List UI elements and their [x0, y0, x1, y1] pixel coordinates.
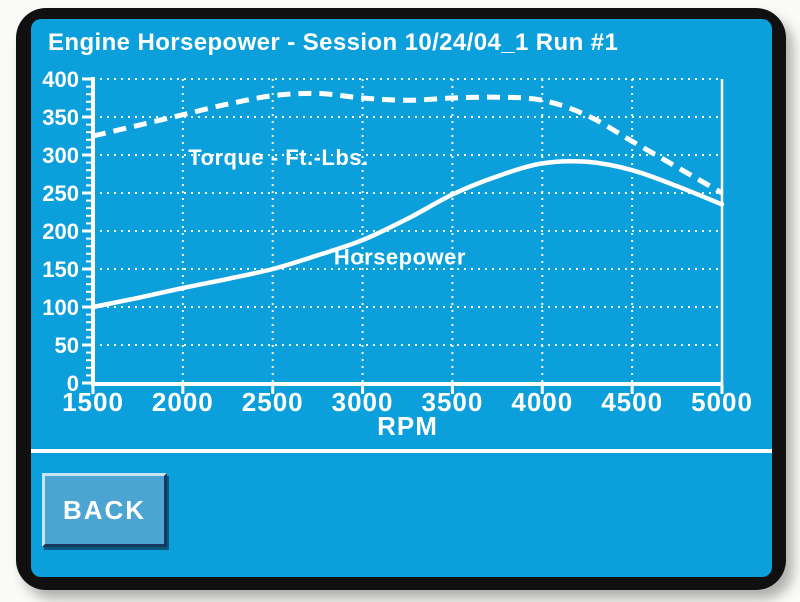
dyno-chart: 0 50 100 150 200 250 300 350 400 1500 2000 2500 3000… [42, 67, 753, 441]
svg-text:300: 300 [42, 143, 79, 168]
svg-text:350: 350 [42, 105, 79, 130]
svg-text:Horsepower: Horsepower [334, 244, 466, 269]
svg-text:0: 0 [67, 371, 79, 396]
svg-text:3500: 3500 [422, 387, 484, 417]
svg-text:100: 100 [42, 295, 79, 320]
svg-text:400: 400 [42, 67, 79, 92]
svg-text:250: 250 [42, 181, 79, 206]
svg-text:50: 50 [55, 333, 79, 358]
svg-text:2500: 2500 [242, 387, 304, 417]
svg-text:4000: 4000 [511, 387, 573, 417]
svg-text:1500: 1500 [62, 387, 124, 417]
device-bezel: Engine Horsepower - Session 10/24/04_1 R… [16, 8, 786, 590]
back-button[interactable]: BACK [42, 473, 167, 547]
svg-text:Torque - Ft.-Lbs.: Torque - Ft.-Lbs. [188, 145, 368, 170]
svg-text:2000: 2000 [152, 387, 214, 417]
footer-divider [31, 449, 772, 453]
svg-text:200: 200 [42, 219, 79, 244]
svg-text:150: 150 [42, 257, 79, 282]
svg-text:3000: 3000 [332, 387, 394, 417]
svg-text:4500: 4500 [601, 387, 663, 417]
svg-text:RPM: RPM [377, 411, 438, 441]
screen: Engine Horsepower - Session 10/24/04_1 R… [31, 19, 772, 577]
svg-text:5000: 5000 [691, 387, 753, 417]
page-title: Engine Horsepower - Session 10/24/04_1 R… [48, 29, 619, 56]
